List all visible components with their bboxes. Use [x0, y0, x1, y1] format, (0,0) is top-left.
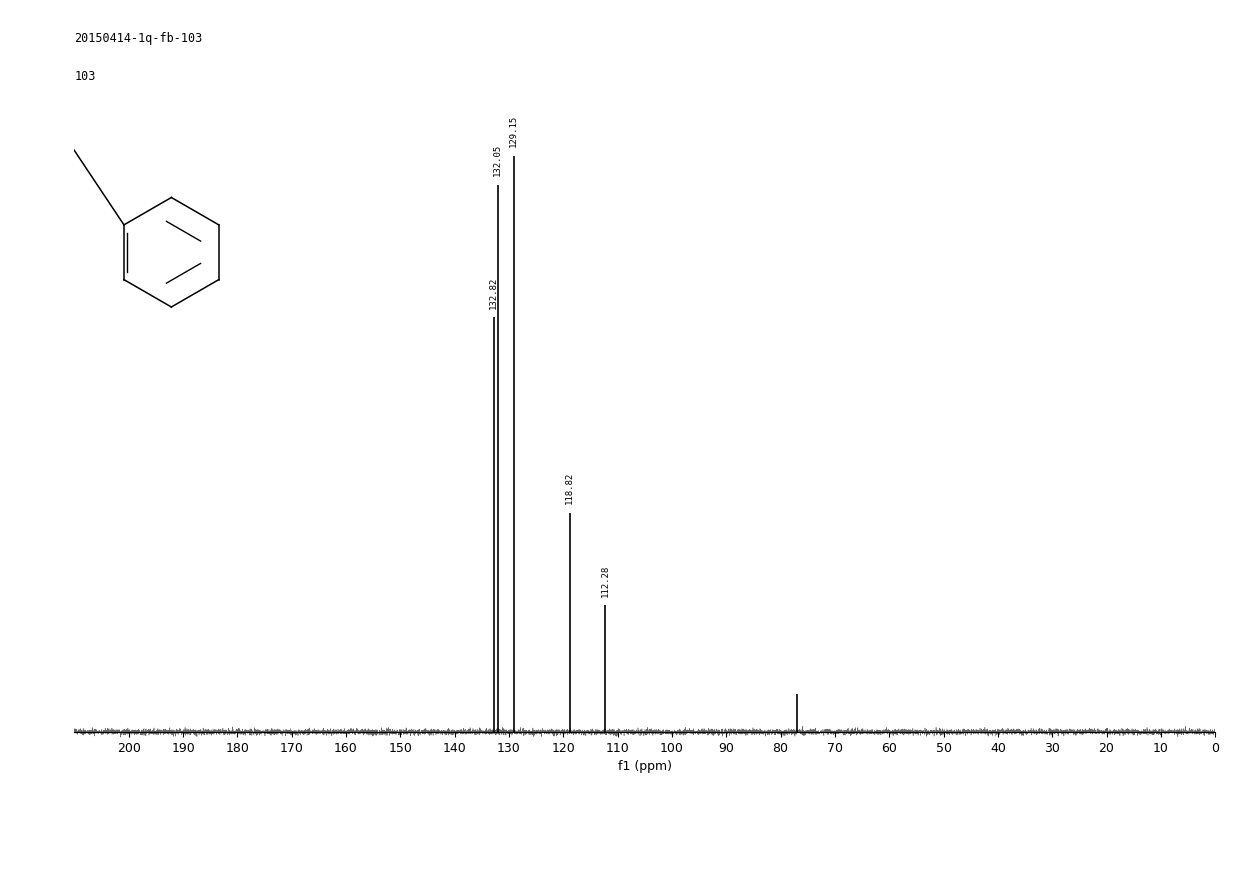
Text: 118.82: 118.82 [565, 472, 574, 504]
X-axis label: f1 (ppm): f1 (ppm) [618, 760, 672, 773]
Text: 112.28: 112.28 [600, 564, 610, 597]
Text: 20150414-1q-fb-103: 20150414-1q-fb-103 [74, 32, 202, 45]
Text: 132.05: 132.05 [494, 144, 502, 176]
Text: 103: 103 [74, 71, 95, 83]
Text: 129.15: 129.15 [510, 115, 518, 147]
Text: 132.82: 132.82 [489, 276, 498, 308]
